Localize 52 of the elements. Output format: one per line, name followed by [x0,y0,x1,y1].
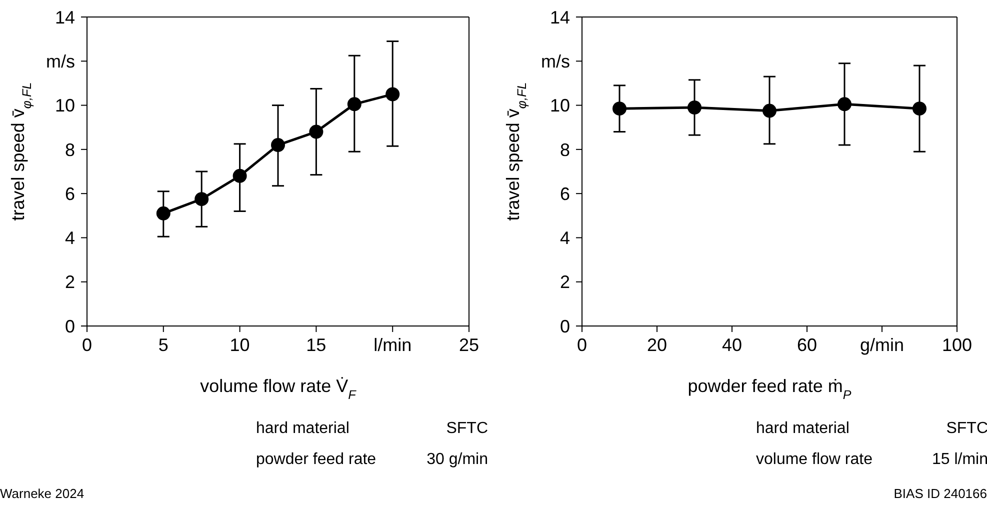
x-tick-label: l/min [374,334,412,355]
point [232,168,247,183]
y-tick-label: 2 [560,272,570,292]
y-tick-label: m/s [46,52,75,72]
y-tick-label: 8 [560,140,570,160]
point [688,100,702,114]
x-tick-label: 0 [576,334,588,355]
text: volume flow rate [756,451,872,470]
point [309,124,324,139]
y-tick-label: 0 [560,316,570,336]
x-tick-label: 10 [230,334,250,355]
text: SFTC [446,420,488,439]
y-tick-label: 4 [64,228,75,248]
y-tick-label: 14 [550,7,570,28]
x-axis-title: volume flow rate V̇$_{F}$ [200,376,358,402]
x-tick-label: 100 [942,334,972,355]
point [762,104,776,118]
x-tick-label: 20 [646,334,668,355]
x-axis-title: powder feed rate ṁ$_{P}$ [688,376,852,402]
point [612,102,626,116]
x-tick-label: 5 [158,334,168,355]
point [156,206,170,220]
x-tick-label: 60 [796,334,818,355]
y-tick-label: 0 [64,316,75,336]
text: SFTC [946,420,987,439]
x-tick-label: 25 [458,334,480,355]
text: hard material [256,420,350,439]
y-tick-label: 6 [560,184,570,204]
y-tick-label: 10 [550,96,570,116]
point [347,97,362,112]
x-tick-label: 40 [722,334,742,355]
text: 30 g/min [426,451,488,470]
point [386,87,400,102]
point [912,102,926,116]
text: powder feed rate [256,451,376,470]
point [271,138,285,152]
text: BIAS ID 240166 [894,486,987,501]
text: hard material [756,420,850,439]
y-tick-label: m/s [541,52,570,72]
y-tick-label: 4 [560,228,570,248]
y-tick-label: 6 [64,184,75,204]
point [194,192,209,206]
y-tick-label: 2 [64,272,75,292]
text: 15 l/min [932,451,987,470]
x-tick-label: g/min [860,334,904,355]
y-tick-label: 14 [54,7,75,28]
x-tick-label: 15 [306,334,326,355]
y-tick-label: 10 [54,96,75,116]
point [838,97,852,112]
x-tick-label: 0 [82,334,92,355]
y-tick-label: 8 [64,140,75,160]
text: Warneke 2024 [0,486,84,501]
